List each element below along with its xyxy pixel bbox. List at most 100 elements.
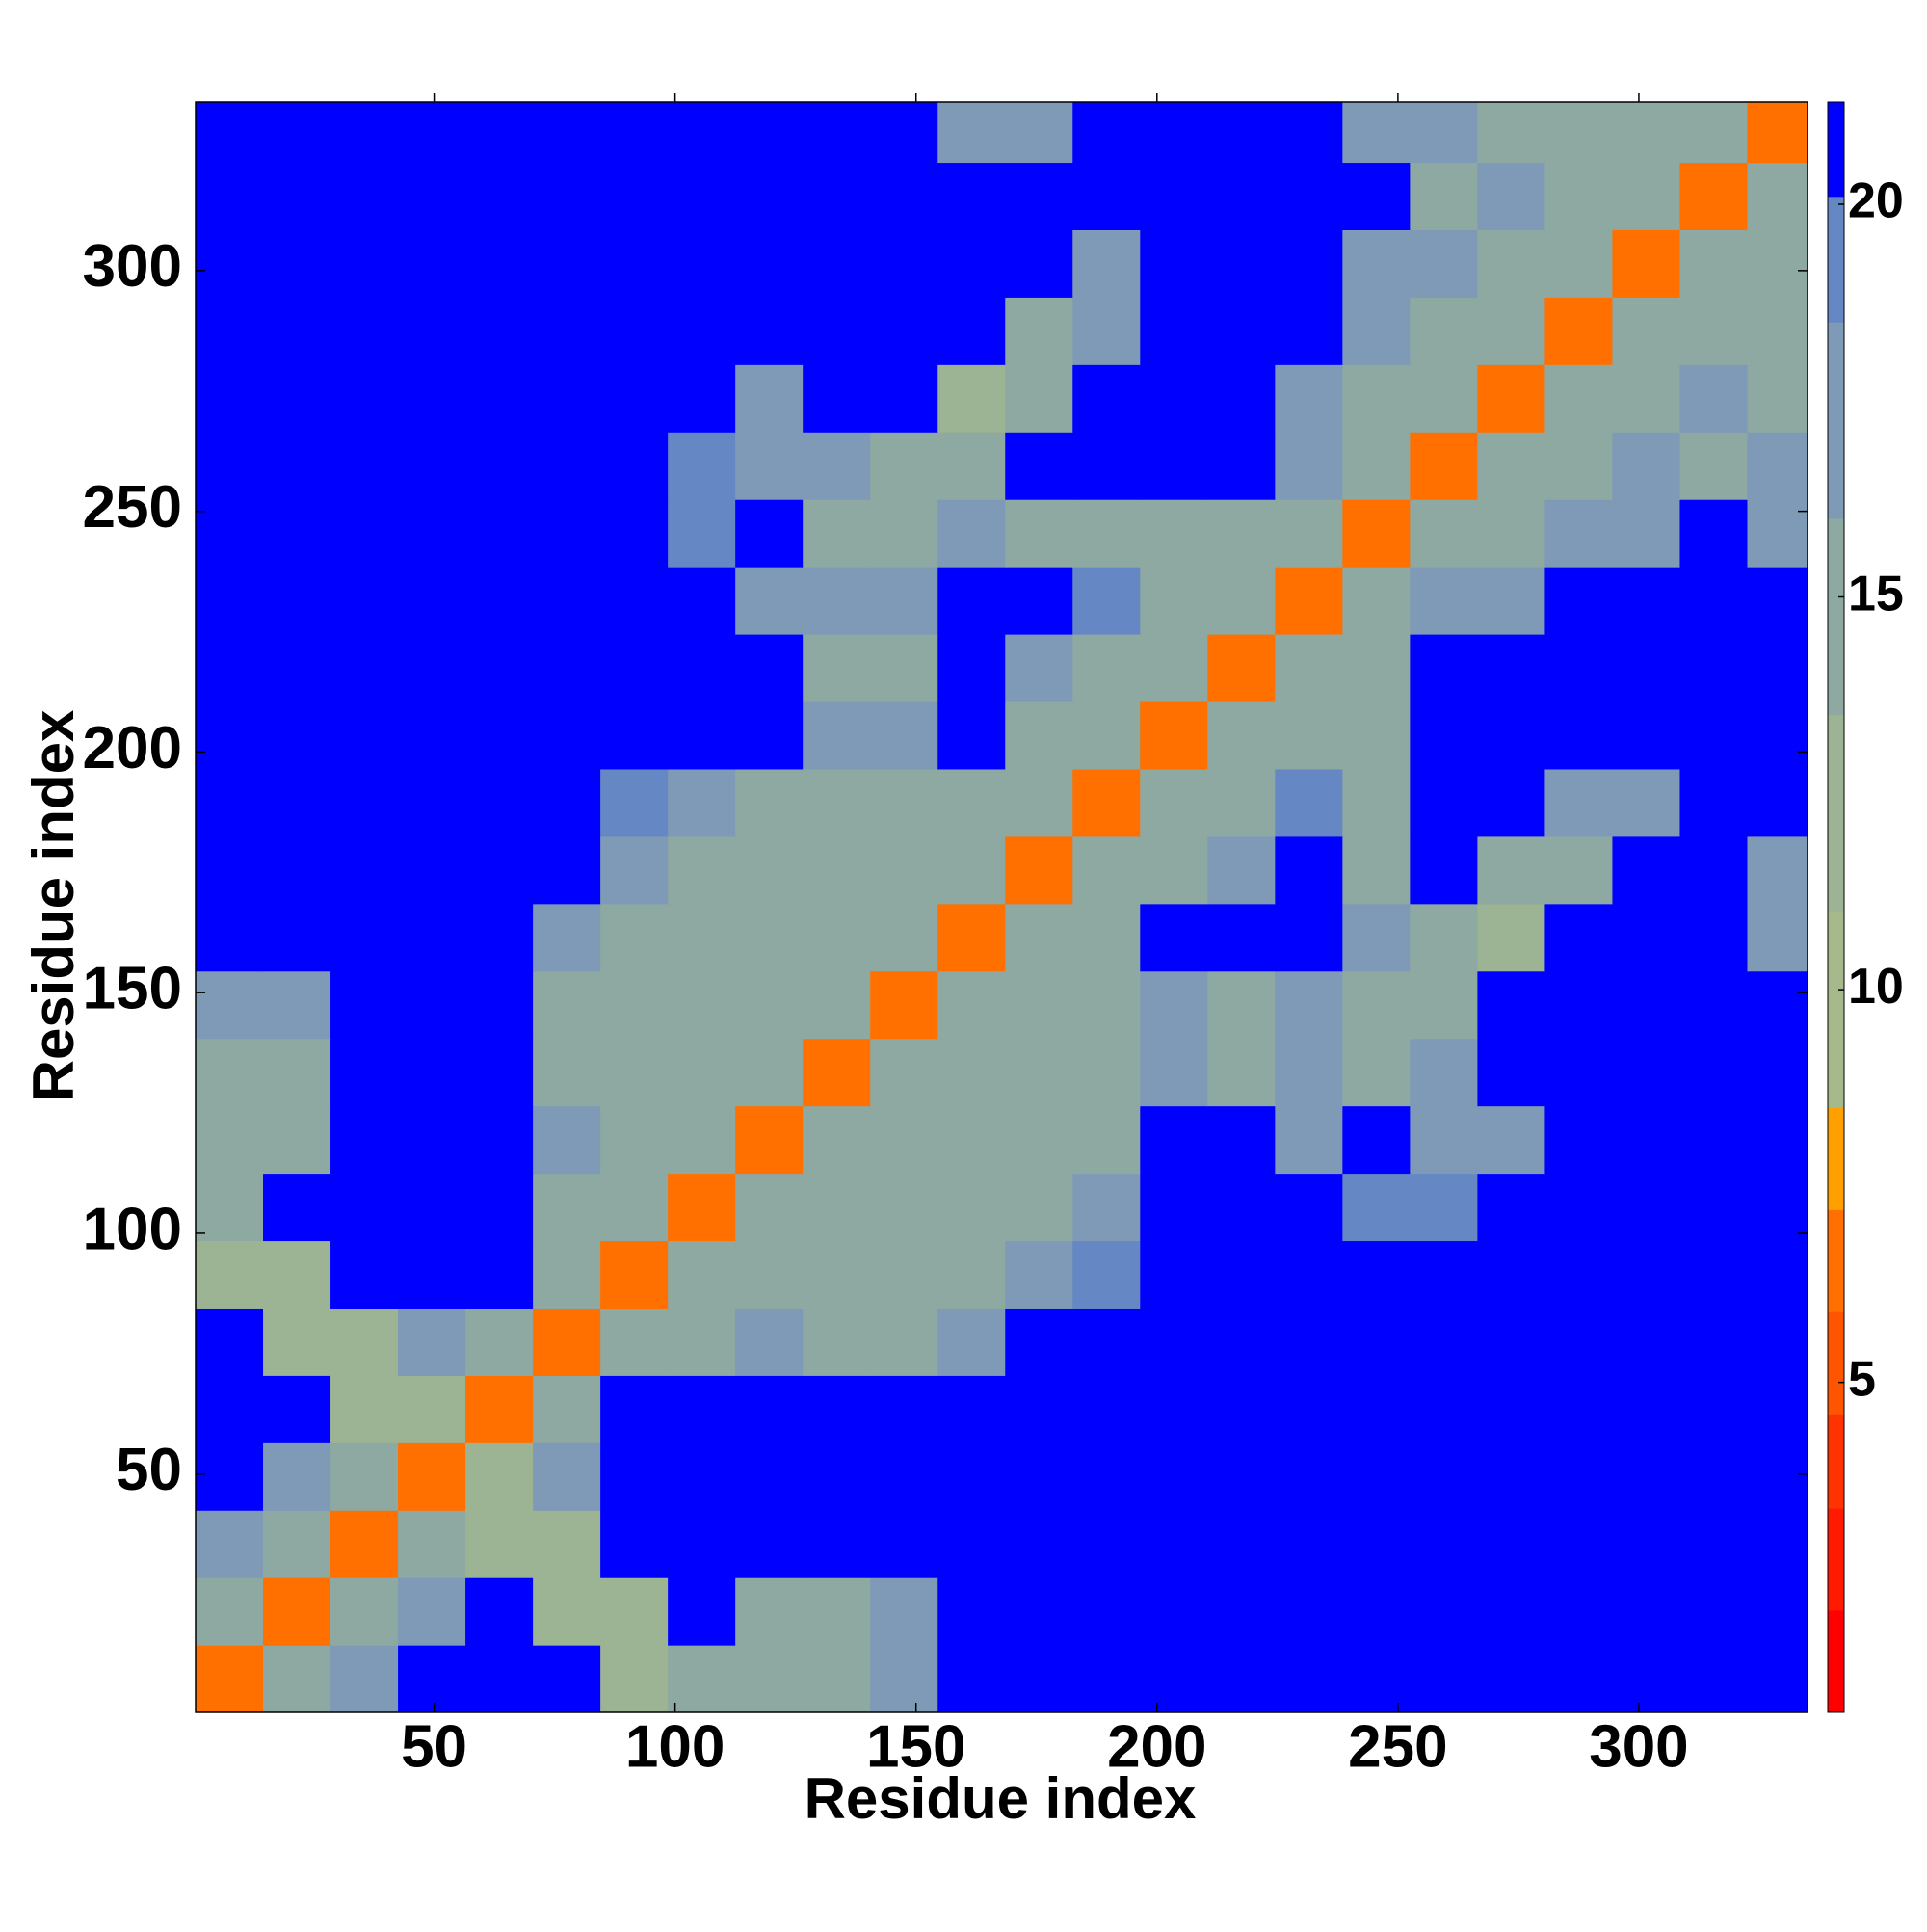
heatmap-cell [1072,1375,1141,1443]
heatmap-cell [1342,1038,1411,1107]
heatmap-cell [668,1577,736,1646]
heatmap-cell [1275,297,1343,365]
heatmap-cell [803,835,871,905]
heatmap-cell [870,1577,938,1646]
colorbar-frame [1827,101,1845,1713]
heatmap-cell [1005,1038,1073,1107]
heatmap-cell [735,229,804,298]
heatmap-cell [465,1038,534,1107]
heatmap-cell [1207,768,1276,837]
heatmap-cell [1072,432,1141,500]
heatmap-cell [600,903,669,972]
heatmap-cell [1747,102,1808,164]
heatmap-cell [1679,1645,1749,1712]
heatmap-cell [1612,903,1681,972]
heatmap-cell [735,1240,804,1309]
heatmap-cell [196,1375,264,1443]
heatmap-cell [1410,297,1478,365]
heatmap-cell [1207,1308,1276,1376]
heatmap-cell [1544,835,1614,905]
heatmap-cell [398,1038,466,1107]
heatmap-cell [1477,701,1546,770]
heatmap-cell [600,1375,669,1443]
colorbar-band [1828,1414,1844,1509]
heatmap-cell [1005,1375,1073,1443]
heatmap-cell [1679,297,1749,365]
heatmap-cell [1140,634,1208,702]
heatmap-cell [1544,1173,1614,1242]
heatmap-cell [196,102,264,164]
heatmap-cell [803,229,871,298]
heatmap-cell [1410,1038,1478,1107]
heatmap-cell [330,432,399,500]
heatmap-cell [937,1308,1006,1376]
heatmap-cell [398,1375,466,1443]
heatmap-cell [1679,162,1749,230]
heatmap-cell [263,297,331,365]
heatmap-cell [330,102,399,164]
heatmap-cell [533,970,601,1040]
heatmap-cell [1005,1645,1073,1712]
heatmap-cell [1207,1375,1276,1443]
heatmap-cell [1747,1240,1808,1309]
heatmap-cell [263,1577,331,1646]
heatmap-cell [1342,229,1411,298]
heatmap-cell [870,364,938,433]
heatmap-cell [1747,364,1808,433]
heatmap-cell [735,499,804,568]
heatmap-cell [1612,1105,1681,1175]
heatmap-cell [668,1308,736,1376]
heatmap-cell [533,1442,601,1511]
heatmap-cell [533,835,601,905]
heatmap-cell [1342,1645,1411,1712]
heatmap-cell [1207,567,1276,635]
heatmap-cell [1207,970,1276,1040]
heatmap-cell [1005,1105,1073,1175]
heatmap-cell [533,499,601,568]
heatmap-cell [803,768,871,837]
heatmap-cell [870,701,938,770]
heatmap-cell [735,835,804,905]
heatmap-cell [937,903,1006,972]
heatmap-cell [1410,102,1478,164]
colorbar-band [1828,518,1844,716]
heatmap-cell [1342,102,1411,164]
heatmap-cell [533,1577,601,1646]
heatmap-cell [600,1442,669,1511]
heatmap-cell [1477,364,1546,433]
heatmap-cell [1477,432,1546,500]
heatmap-cell [735,297,804,365]
heatmap-cell [1612,1173,1681,1242]
heatmap-cell [803,364,871,433]
heatmap-cell [600,1173,669,1242]
heatmap-cell [330,297,399,365]
heatmap-cell [1072,1645,1141,1712]
heatmap-cell [1072,634,1141,702]
heatmap-cell [1679,229,1749,298]
heatmap-cell [1005,970,1073,1040]
heatmap-cell [330,364,399,433]
heatmap-cell [1747,432,1808,500]
heatmap-cell [1342,835,1411,905]
heatmap-cell [196,634,264,702]
heatmap-cell [1342,903,1411,972]
heatmap-cell [196,162,264,230]
heatmap-cell [1005,835,1073,905]
heatmap-cell [937,701,1006,770]
heatmap-cell [1544,1510,1614,1578]
heatmap-cell [1005,903,1073,972]
heatmap-cell [398,162,466,230]
heatmap-cell [668,1645,736,1712]
heatmap-cell [196,364,264,433]
heatmap-cell [803,1038,871,1107]
heatmap-cell [668,162,736,230]
heatmap-cell [1477,1105,1546,1175]
heatmap-cell [398,903,466,972]
heatmap-cell [398,1173,466,1242]
heatmap-cell [1679,835,1749,905]
heatmap-cell [1679,1510,1749,1578]
heatmap-cell [803,1645,871,1712]
heatmap-cell [803,701,871,770]
heatmap-cell [1275,634,1343,702]
heatmap-cell [735,567,804,635]
